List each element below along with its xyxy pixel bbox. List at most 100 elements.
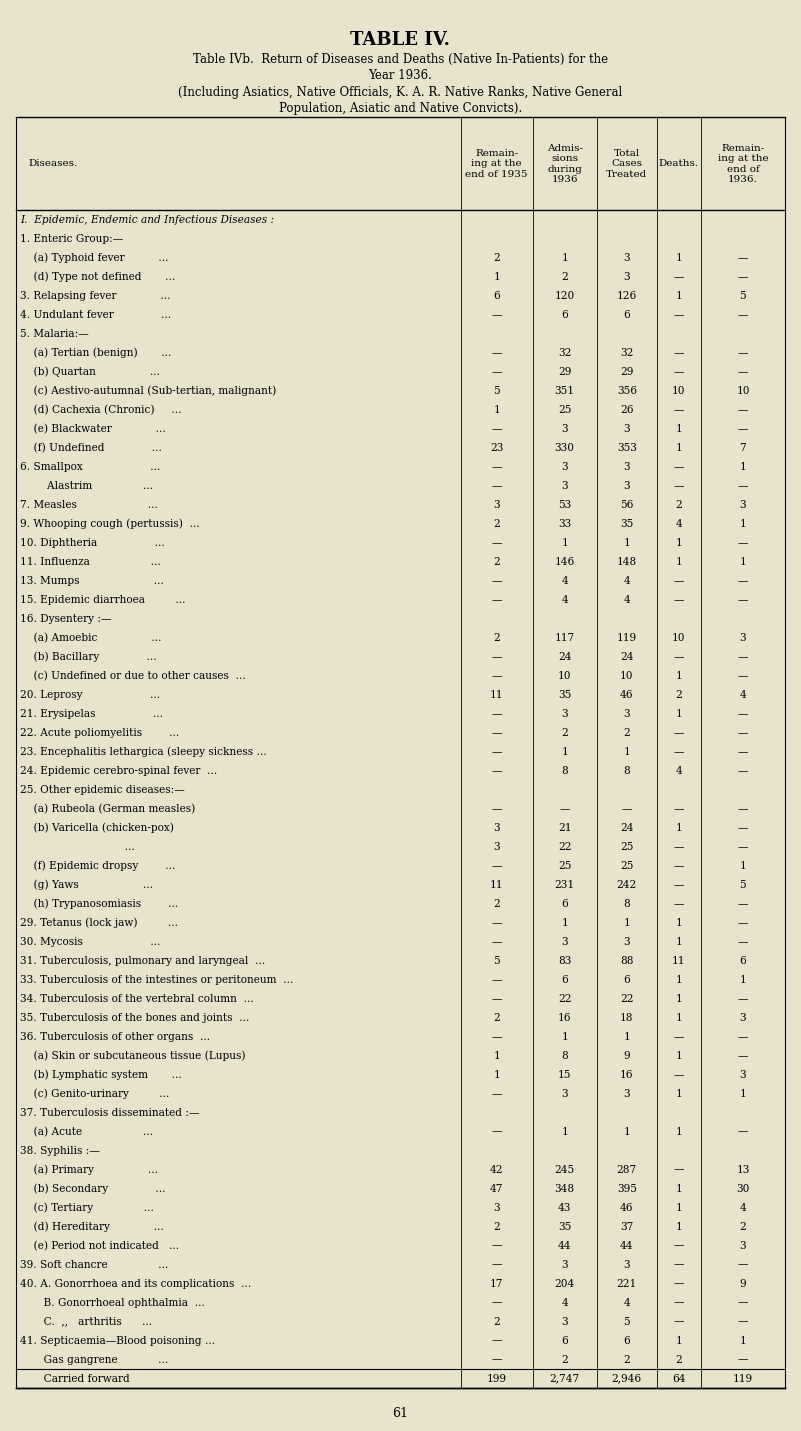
Text: 53: 53 [558, 499, 571, 509]
Text: 20. Leprosy                    ...: 20. Leprosy ... [20, 690, 160, 700]
Text: 3: 3 [623, 937, 630, 947]
Text: 2: 2 [493, 1222, 500, 1232]
Text: 10. Diphtheria                 ...: 10. Diphtheria ... [20, 538, 165, 548]
Text: 2: 2 [675, 499, 682, 509]
Text: 42: 42 [490, 1165, 503, 1175]
Text: —: — [738, 253, 748, 263]
Text: 22. Acute poliomyelitis        ...: 22. Acute poliomyelitis ... [20, 728, 179, 738]
Text: 30: 30 [736, 1183, 750, 1193]
Text: 22: 22 [620, 993, 634, 1003]
Text: 10: 10 [558, 671, 571, 681]
Text: —: — [491, 1355, 502, 1365]
Text: 126: 126 [617, 290, 637, 301]
Text: 1: 1 [675, 538, 682, 548]
Text: 23: 23 [490, 442, 503, 452]
Text: 3. Relapsing fever             ...: 3. Relapsing fever ... [20, 290, 171, 301]
Text: —: — [491, 671, 502, 681]
Text: 3: 3 [562, 1089, 568, 1099]
Text: —: — [738, 1355, 748, 1365]
Text: 1: 1 [675, 557, 682, 567]
Text: 35: 35 [558, 690, 571, 700]
Text: 2: 2 [623, 728, 630, 738]
Text: Year 1936.: Year 1936. [368, 69, 433, 82]
Text: (a) Acute                  ...: (a) Acute ... [20, 1126, 153, 1136]
Text: 33: 33 [558, 519, 571, 529]
Text: —: — [559, 804, 570, 814]
Text: —: — [491, 860, 502, 870]
Text: —: — [491, 1335, 502, 1345]
Text: 46: 46 [620, 690, 634, 700]
Text: 1: 1 [739, 462, 747, 472]
Text: 8: 8 [623, 899, 630, 909]
Text: Population, Asiatic and Native Convicts).: Population, Asiatic and Native Convicts)… [279, 102, 522, 114]
Text: —: — [738, 366, 748, 376]
Text: 7. Measles                     ...: 7. Measles ... [20, 499, 158, 509]
Text: 83: 83 [558, 956, 571, 966]
Text: Carried forward: Carried forward [20, 1374, 130, 1384]
Text: 1: 1 [675, 1335, 682, 1345]
Text: C.  ,,   arthritis      ...: C. ,, arthritis ... [20, 1317, 152, 1327]
Text: 25: 25 [620, 860, 634, 870]
Text: 204: 204 [554, 1278, 575, 1288]
Text: 37: 37 [620, 1222, 634, 1232]
Text: 3: 3 [739, 1013, 747, 1023]
Text: (d) Hereditary             ...: (d) Hereditary ... [20, 1221, 164, 1232]
Text: 2: 2 [675, 690, 682, 700]
Text: 35. Tuberculosis of the bones and joints  ...: 35. Tuberculosis of the bones and joints… [20, 1013, 249, 1023]
Text: —: — [738, 405, 748, 415]
Text: 8: 8 [562, 766, 568, 776]
Text: 3: 3 [623, 253, 630, 263]
Text: 1: 1 [562, 1126, 568, 1136]
Text: 1: 1 [675, 1089, 682, 1099]
Text: 1: 1 [562, 747, 568, 757]
Text: —: — [674, 595, 684, 605]
Text: 1: 1 [493, 1069, 500, 1079]
Text: 1: 1 [675, 1050, 682, 1060]
Text: 44: 44 [558, 1241, 571, 1251]
Text: 44: 44 [620, 1241, 634, 1251]
Text: —: — [674, 651, 684, 661]
Text: 1: 1 [623, 1126, 630, 1136]
Text: 2: 2 [739, 1222, 747, 1232]
Text: 1: 1 [739, 557, 747, 567]
Text: (c) Aestivo-autumnal (Sub-tertian, malignant): (c) Aestivo-autumnal (Sub-tertian, malig… [20, 385, 276, 396]
Text: —: — [738, 899, 748, 909]
Text: 38. Syphilis :—: 38. Syphilis :— [20, 1146, 100, 1156]
Text: 34. Tuberculosis of the vertebral column  ...: 34. Tuberculosis of the vertebral column… [20, 993, 254, 1003]
Text: 15: 15 [558, 1069, 571, 1079]
Text: 18: 18 [620, 1013, 634, 1023]
Text: 6: 6 [623, 311, 630, 321]
Text: 1: 1 [623, 1032, 630, 1042]
Text: 5: 5 [493, 956, 500, 966]
Text: 15. Epidemic diarrhoea         ...: 15. Epidemic diarrhoea ... [20, 595, 186, 605]
Text: 242: 242 [617, 880, 637, 890]
Text: 9: 9 [739, 1278, 747, 1288]
Text: —: — [738, 1032, 748, 1042]
Text: 4: 4 [739, 690, 747, 700]
Text: —: — [491, 481, 502, 491]
Text: 221: 221 [617, 1278, 637, 1288]
Text: 2: 2 [562, 1355, 568, 1365]
Text: 2: 2 [562, 272, 568, 282]
Text: 1: 1 [675, 917, 682, 927]
Text: 1: 1 [675, 1222, 682, 1232]
Text: 1: 1 [675, 993, 682, 1003]
Text: —: — [491, 1032, 502, 1042]
Text: 11: 11 [490, 880, 503, 890]
Text: 1: 1 [675, 1013, 682, 1023]
Text: (b) Varicella (chicken-pox): (b) Varicella (chicken-pox) [20, 823, 174, 833]
Text: (c) Tertiary               ...: (c) Tertiary ... [20, 1202, 154, 1213]
Text: —: — [738, 917, 748, 927]
Text: 1: 1 [562, 253, 568, 263]
Text: 22: 22 [558, 841, 571, 851]
Text: —: — [491, 937, 502, 947]
Text: 16. Dysentery :—: 16. Dysentery :— [20, 614, 111, 624]
Text: (a) Rubeola (German measles): (a) Rubeola (German measles) [20, 804, 195, 814]
Text: 3: 3 [623, 424, 630, 434]
Text: 2: 2 [493, 557, 500, 567]
Text: 1: 1 [562, 1032, 568, 1042]
Text: 3: 3 [623, 272, 630, 282]
Text: —: — [491, 424, 502, 434]
Text: —: — [491, 348, 502, 358]
Text: —: — [674, 1241, 684, 1251]
